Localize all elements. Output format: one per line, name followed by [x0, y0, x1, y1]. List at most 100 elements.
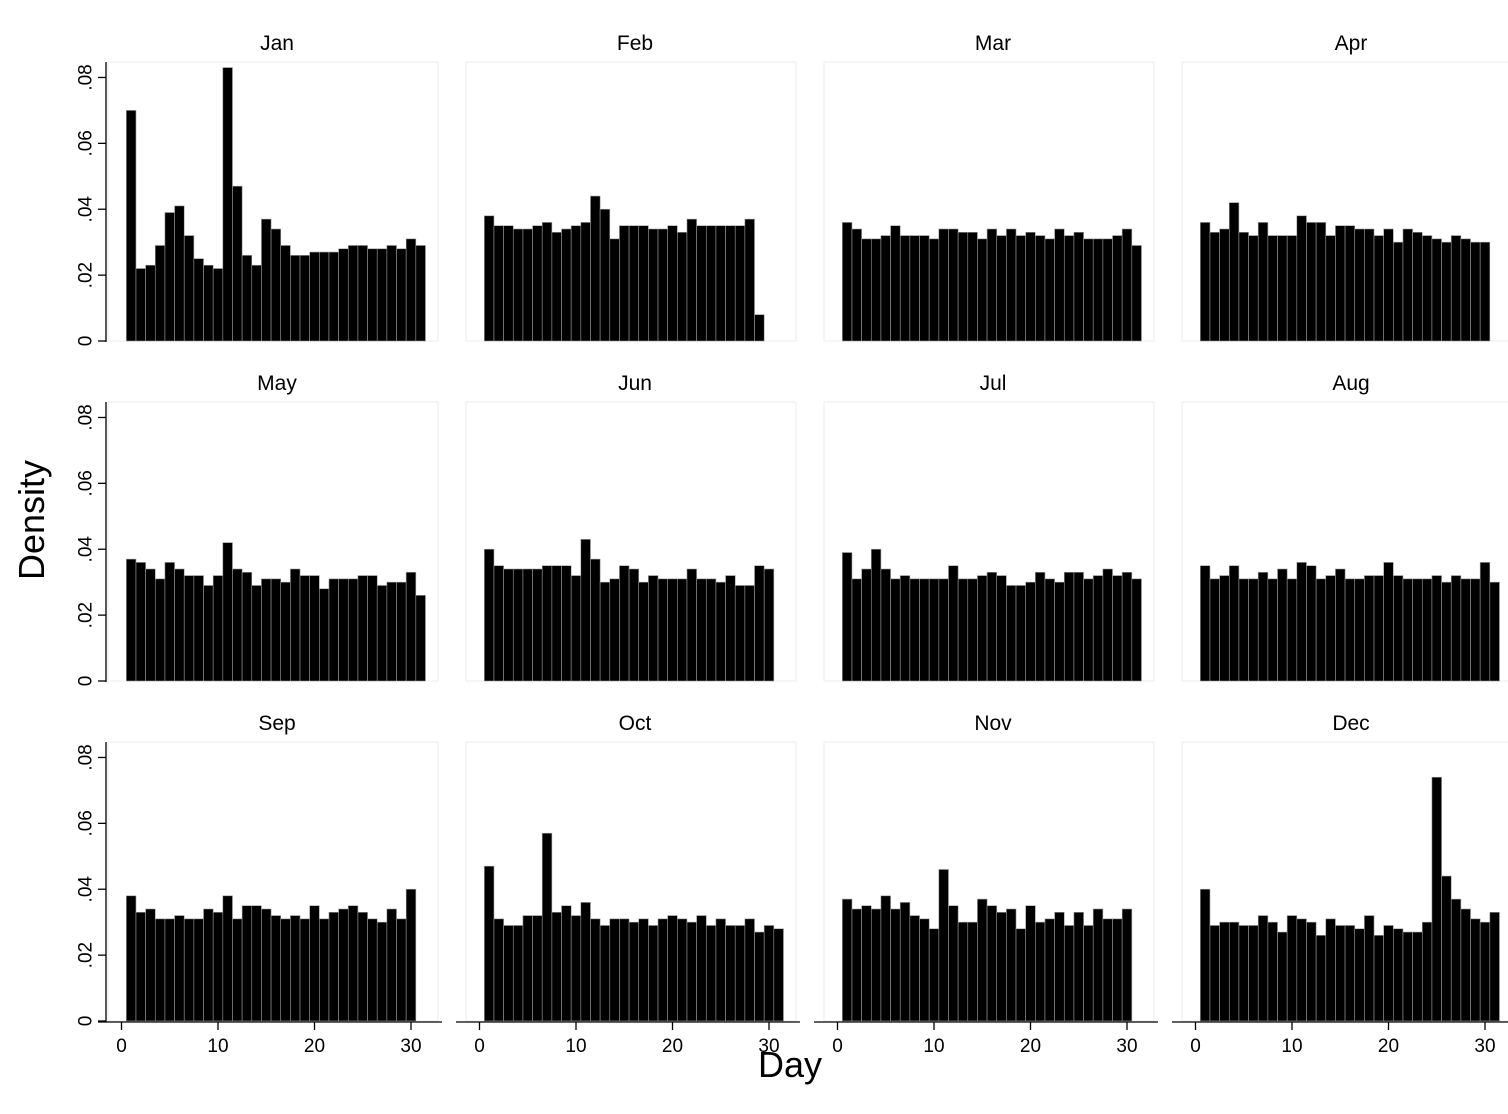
histogram-bar: [512, 925, 524, 1022]
histogram-bar: [174, 205, 185, 342]
histogram-bar: [328, 251, 339, 342]
histogram-bar: [145, 568, 156, 682]
histogram-bar: [319, 918, 330, 1022]
histogram-bar: [484, 865, 495, 1022]
histogram-bar: [376, 921, 388, 1022]
histogram-bar: [232, 568, 243, 682]
histogram-bar: [1325, 918, 1336, 1022]
histogram-bar: [628, 568, 640, 682]
histogram-bar: [261, 578, 272, 682]
histogram-bar: [1431, 238, 1442, 342]
histogram-bar: [261, 218, 272, 342]
histogram-bar: [1277, 931, 1288, 1022]
histogram-bar: [648, 575, 659, 682]
histogram-bar: [328, 911, 339, 1022]
histogram-bar: [1015, 235, 1026, 342]
histogram-bar: [309, 575, 320, 682]
histogram-bar: [1083, 925, 1094, 1022]
histogram-bar: [270, 915, 282, 1022]
histogram-bar: [948, 228, 959, 342]
histogram-bar: [638, 581, 649, 682]
histogram-bar: [1267, 578, 1278, 682]
histogram-bar: [1421, 921, 1433, 1022]
histogram-bar: [996, 911, 1007, 1022]
histogram-bar: [541, 565, 553, 682]
histogram-bar: [309, 251, 320, 342]
histogram-bar: [1121, 228, 1133, 342]
y-axis-title: Density: [11, 459, 52, 581]
histogram-bar: [1006, 585, 1017, 682]
y-tick-label: .02: [76, 262, 97, 288]
histogram-bar: [135, 911, 146, 1022]
histogram-bar: [299, 918, 310, 1022]
histogram-bar: [126, 558, 137, 682]
x-tick-label: 0: [474, 1036, 485, 1057]
histogram-bar: [1209, 231, 1220, 342]
histogram-bar: [512, 228, 524, 342]
histogram-bar: [541, 222, 553, 342]
y-tick-label: .02: [76, 942, 97, 968]
histogram-bar: [938, 869, 949, 1022]
histogram-bar: [164, 562, 175, 682]
histogram-bar: [405, 888, 417, 1022]
histogram-bar: [154, 578, 166, 682]
histogram-bar: [386, 581, 397, 682]
histogram-bar: [522, 915, 533, 1022]
histogram-bar: [667, 225, 678, 342]
histogram-bar: [696, 915, 707, 1022]
y-tick-label: .06: [76, 130, 97, 156]
histogram-bar: [357, 245, 368, 342]
x-tick-label: 0: [832, 1036, 843, 1057]
histogram-bar: [986, 905, 998, 1022]
histogram-bar: [357, 575, 368, 682]
histogram-bar: [899, 902, 911, 1022]
histogram-bar: [551, 565, 562, 682]
panel-title: Jul: [980, 372, 1007, 395]
histogram-bar: [1383, 925, 1394, 1022]
histogram-bar: [928, 238, 940, 342]
histogram-bar: [842, 222, 853, 342]
histogram-bar: [203, 264, 214, 342]
histogram-bar: [1102, 238, 1113, 342]
histogram-bar: [1412, 231, 1423, 342]
histogram-bar: [212, 575, 224, 682]
histogram-bar: [203, 908, 214, 1022]
histogram-bar: [280, 245, 291, 342]
histogram-bar: [1063, 925, 1075, 1022]
histogram-bar: [1006, 228, 1017, 342]
histogram-bar: [1267, 235, 1278, 342]
histogram-bar: [667, 578, 678, 682]
histogram-bar: [890, 908, 901, 1022]
y-tick-label: .04: [76, 876, 97, 903]
histogram-bar: [677, 918, 688, 1022]
histogram-bar: [222, 895, 233, 1022]
histogram-bar: [609, 918, 620, 1022]
histogram-bar: [725, 925, 736, 1022]
histogram-bar: [619, 918, 630, 1022]
histogram-bar: [290, 915, 301, 1022]
histogram-bar: [977, 898, 988, 1022]
histogram-bar: [261, 908, 272, 1022]
histogram-bar: [734, 925, 746, 1022]
histogram-bar: [1479, 562, 1491, 682]
histogram-bar: [628, 921, 640, 1022]
histogram-bar: [1373, 575, 1384, 682]
histogram-bar: [870, 238, 882, 342]
histogram-bar: [299, 575, 310, 682]
histogram-bar: [599, 208, 611, 342]
histogram-bar: [948, 565, 959, 682]
histogram-bar: [1044, 578, 1055, 682]
x-tick-label: 20: [1378, 1036, 1399, 1057]
x-tick-label: 30: [400, 1036, 421, 1057]
histogram-bar: [532, 568, 543, 682]
histogram-bar: [628, 225, 640, 342]
histogram-bar: [484, 215, 495, 342]
histogram-bar: [725, 225, 736, 342]
histogram-bar: [1393, 241, 1404, 342]
histogram-bar: [135, 268, 146, 342]
histogram-bar: [1431, 575, 1442, 682]
y-tick-label: 0: [76, 1016, 97, 1027]
x-tick-label: 30: [1474, 1036, 1495, 1057]
histogram-bar: [938, 578, 949, 682]
histogram-bar: [1063, 571, 1075, 682]
